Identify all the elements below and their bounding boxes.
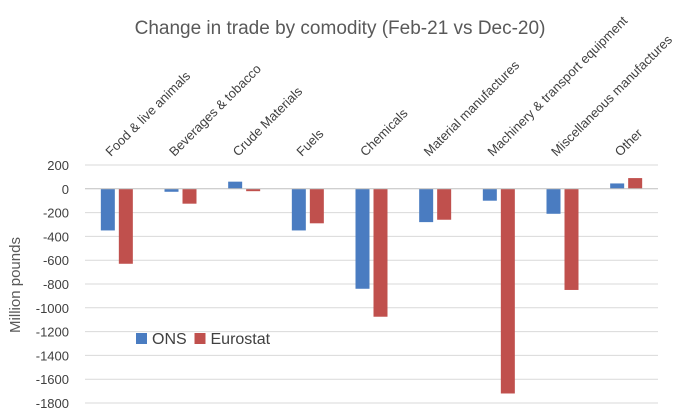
- y-tick-label: 200: [47, 158, 69, 173]
- bar-eurostat-8: [564, 188, 579, 290]
- y-axis-label: Million pounds: [7, 237, 24, 333]
- bar-eurostat-5: [373, 188, 388, 317]
- legend-label-eurostat: Eurostat: [211, 331, 271, 348]
- bar-ons-8: [546, 188, 561, 214]
- bar-eurostat-9: [628, 178, 643, 189]
- bar-eurostat-1: [118, 188, 133, 264]
- bar-ons-5: [355, 188, 370, 289]
- y-tick-label: -800: [43, 277, 69, 292]
- bar-ons-6: [419, 188, 434, 223]
- x-tick-label: Miscellaneous manufactures: [548, 32, 675, 159]
- y-axis-ticks: 200 0 -200 -400 -600 -800 -1000 -1200 -1400 -1600…: [36, 158, 69, 411]
- chart-title: Change in trade by comodity (Feb-21 vs D…: [135, 18, 546, 39]
- y-tick-label: -1800: [36, 396, 69, 411]
- bar-eurostat-7: [500, 188, 515, 394]
- bar-eurostat-2: [182, 188, 197, 204]
- y-tick-label: -1400: [36, 348, 69, 363]
- x-tick-label: Fuels: [293, 126, 326, 159]
- bar-ons-2: [164, 188, 179, 192]
- y-tick-label: -1600: [36, 372, 69, 387]
- legend-label-ons: ONS: [152, 331, 187, 348]
- bar-ons-3: [228, 181, 243, 189]
- y-tick-label: 0: [62, 182, 69, 197]
- x-tick-label: Chemicals: [357, 105, 411, 159]
- y-tick-label: -600: [43, 253, 69, 268]
- bar-ons-1: [100, 188, 115, 231]
- y-tick-label: -1000: [36, 301, 69, 316]
- bar-eurostat-3: [246, 188, 261, 192]
- x-tick-label: Other: [612, 125, 646, 159]
- gridlines: [85, 164, 658, 404]
- bars: [100, 178, 643, 394]
- legend: ONS Eurostat: [136, 331, 271, 348]
- bar-ons-7: [482, 188, 497, 201]
- legend-swatch-ons: [136, 333, 147, 344]
- y-tick-label: -400: [43, 229, 69, 244]
- y-tick-label: -200: [43, 206, 69, 221]
- bar-ons-9: [610, 183, 625, 189]
- bar-eurostat-4: [309, 188, 324, 224]
- bar-ons-4: [291, 188, 306, 231]
- y-tick-label: -1200: [36, 325, 69, 340]
- bar-eurostat-6: [437, 188, 452, 220]
- legend-swatch-eurostat: [194, 333, 206, 344]
